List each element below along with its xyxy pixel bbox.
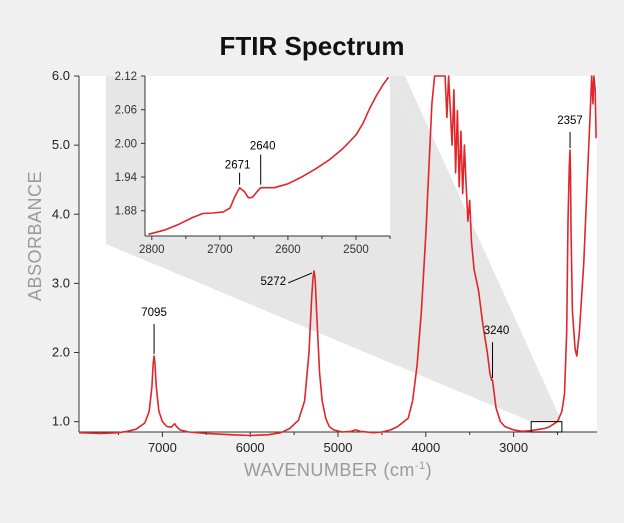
- y-tick-label: 2.0: [52, 345, 70, 360]
- x-tick-label: 6000: [236, 440, 265, 455]
- inset-peak-label: 2640: [250, 141, 276, 153]
- zoom-funnel-right: [390, 76, 562, 422]
- zoom-box: [530, 421, 563, 433]
- peak-leader: [287, 272, 313, 284]
- inset-y-tick-label: 1.88: [115, 206, 137, 218]
- peak-label: 2357: [557, 115, 583, 127]
- peak-label: 5272: [261, 276, 287, 288]
- inset-x-tick-label: 2700: [207, 244, 233, 256]
- x-tick-label: 3000: [499, 440, 528, 455]
- inset-y-tick-label: 1.94: [115, 172, 138, 184]
- inset-peak-label: 2671: [225, 160, 251, 172]
- inset-spectrum-line: [148, 76, 390, 236]
- y-tick-label: 6.0: [52, 68, 70, 83]
- inset-y-tick-label: 2.12: [115, 71, 137, 83]
- inset-y-tick-label: 2.00: [115, 138, 137, 150]
- y-tick-label: 4.0: [52, 206, 70, 221]
- peak-label: 7095: [141, 307, 167, 319]
- x-axis-title: WAVENUMBER (cm-1): [244, 460, 432, 480]
- y-axis-title: ABSORBANCE: [25, 171, 45, 301]
- inset-background: [145, 76, 390, 236]
- y-tick-label: 3.0: [52, 275, 70, 290]
- inset-x-tick-label: 2600: [275, 244, 301, 256]
- peak-label: 3240: [484, 325, 510, 337]
- y-tick-label: 5.0: [52, 137, 70, 152]
- x-tick-label: 4000: [411, 440, 440, 455]
- inset-x-tick-label: 2800: [139, 244, 165, 256]
- x-tick-label: 5000: [324, 440, 353, 455]
- y-tick-label: 1.0: [52, 414, 70, 429]
- spectrum-line: [78, 75, 597, 437]
- chart-title: FTIR Spectrum: [220, 31, 405, 61]
- inset-x-tick-label: 2500: [343, 244, 369, 256]
- x-tick-label: 7000: [148, 440, 177, 455]
- inset-y-tick-label: 2.06: [115, 105, 137, 117]
